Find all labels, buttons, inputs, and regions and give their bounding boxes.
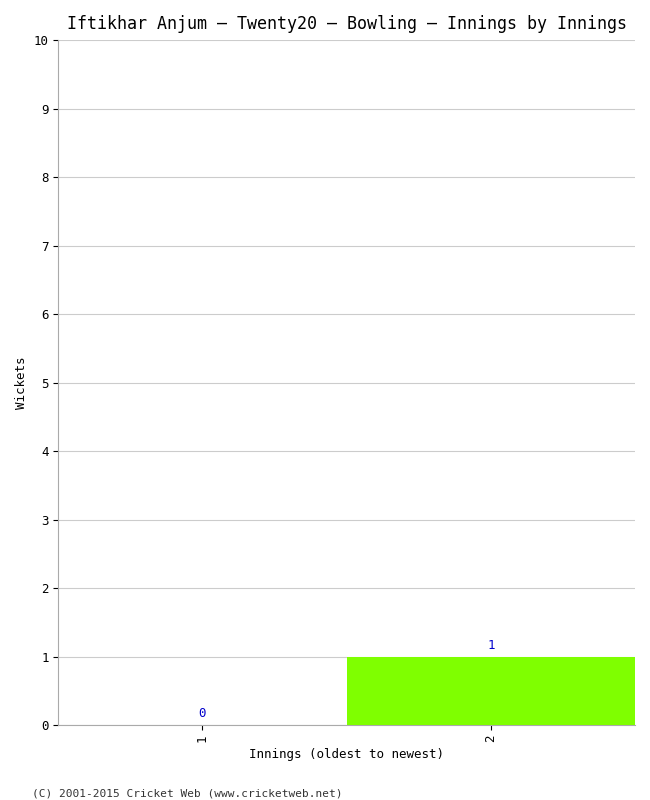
Text: 0: 0	[199, 707, 206, 721]
Bar	[346, 657, 635, 726]
Y-axis label: Wickets: Wickets	[15, 357, 28, 409]
Text: 1: 1	[487, 639, 495, 652]
Title: Iftikhar Anjum – Twenty20 – Bowling – Innings by Innings: Iftikhar Anjum – Twenty20 – Bowling – In…	[67, 15, 627, 33]
Text: (C) 2001-2015 Cricket Web (www.cricketweb.net): (C) 2001-2015 Cricket Web (www.cricketwe…	[32, 788, 343, 798]
X-axis label: Innings (oldest to newest): Innings (oldest to newest)	[249, 748, 444, 761]
